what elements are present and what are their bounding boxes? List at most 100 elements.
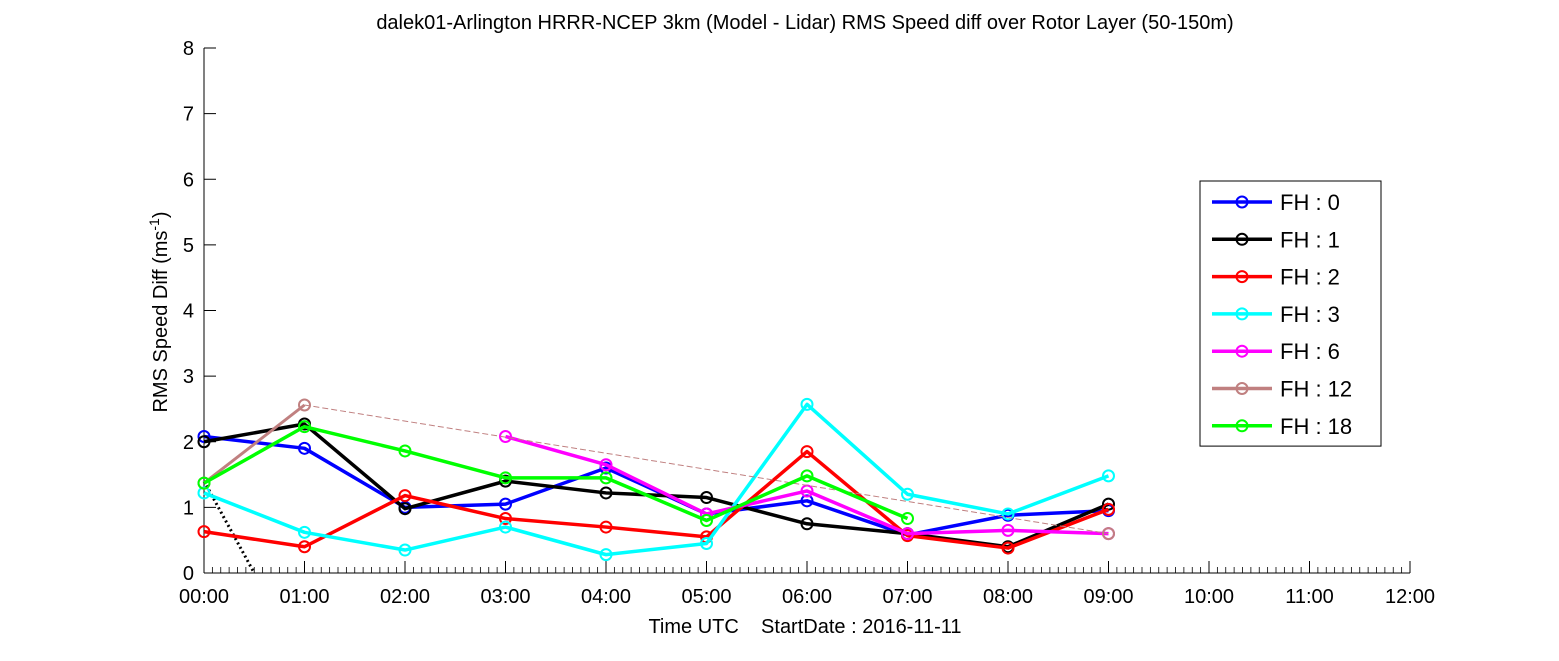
x-tick-label: 06:00 (782, 586, 832, 608)
y-axis-ticks: 0 1 2 3 4 5 6 7 8 (183, 38, 216, 585)
legend-label: FH : 12 (1280, 377, 1352, 402)
x-tick-label: 05:00 (681, 586, 731, 608)
data-point (197, 486, 211, 500)
legend-item: FH : 1 (1212, 227, 1340, 252)
legend-marker (1235, 195, 1249, 209)
legend-label: FH : 1 (1280, 227, 1340, 252)
legend-marker (1235, 419, 1249, 433)
x-axis-label: Time UTC StartDate : 2016-11-11 (648, 616, 961, 638)
series-line (203, 402, 1110, 557)
x-tick-label: 10:00 (1184, 586, 1234, 608)
y-tick-label: 8 (183, 38, 194, 60)
data-point (197, 476, 211, 490)
data-point (599, 486, 613, 500)
series-0 (197, 430, 1115, 542)
data-point (499, 512, 512, 526)
data-point (499, 520, 512, 534)
data-point (398, 502, 412, 516)
y-tick-label: 5 (183, 235, 194, 257)
data-point (398, 444, 412, 458)
data-point (197, 430, 211, 443)
x-tick-label: 12:00 (1385, 586, 1435, 608)
series-6 (197, 420, 914, 527)
data-point (398, 543, 412, 557)
legend-marker (1235, 382, 1249, 395)
data-point (1001, 523, 1015, 537)
data-point (700, 491, 713, 505)
data-point (901, 487, 914, 501)
legend: FH : 0 FH : 1 FH : 2 FH : 3 FH : 6 FH : 12 FH … (1199, 180, 1382, 447)
legend-item: FH : 2 (1212, 265, 1340, 290)
legend-label: FH : 0 (1280, 190, 1340, 215)
data-point (800, 397, 814, 411)
x-tick-label: 08:00 (983, 586, 1033, 608)
series-line (203, 424, 909, 523)
legend-marker (1235, 307, 1249, 321)
y-axis-label-superscript: -1 (146, 218, 162, 231)
data-point (1001, 541, 1015, 555)
series-line (203, 449, 1110, 550)
data-point (599, 458, 613, 472)
y-axis-label-main: RMS Speed Diff (ms (150, 231, 172, 413)
legend-label: FH : 18 (1280, 414, 1352, 439)
chart-title: dalek01-Arlington HRRR-NCEP 3km (Model -… (376, 12, 1233, 34)
x-tick-label: 07:00 (882, 586, 932, 608)
legend-marker (1235, 344, 1249, 358)
data-point (599, 471, 613, 485)
data-point (700, 536, 713, 550)
data-point (901, 512, 914, 526)
y-tick-label: 3 (183, 366, 194, 388)
x-tick-label: 01:00 (279, 586, 329, 608)
x-axis-ticks: 00:00 01:00 02:00 03:00 04:00 05:00 06:00 07:00… (179, 561, 1435, 608)
data-point (1001, 507, 1015, 521)
series-line (203, 434, 1109, 537)
data-point (800, 469, 814, 483)
data-point (1102, 502, 1115, 516)
legend-item: FH : 12 (1212, 377, 1352, 402)
data-point (298, 398, 311, 412)
data-point (599, 548, 613, 562)
legend-item: FH : 6 (1212, 339, 1340, 364)
series-line-gap (304, 404, 1109, 535)
legend-marker (1235, 270, 1249, 284)
data-point (800, 494, 814, 508)
legend-label: FH : 2 (1280, 265, 1340, 290)
y-tick-label: 7 (183, 104, 194, 126)
data-point (298, 441, 311, 455)
series-line (203, 403, 306, 485)
series-lines (197, 397, 1115, 574)
data-point (197, 435, 211, 449)
data-point (499, 471, 512, 485)
x-tick-label: 02:00 (380, 586, 430, 608)
series-5 (197, 398, 1115, 541)
x-tick-label: 11:00 (1285, 586, 1334, 608)
data-point (901, 527, 914, 541)
legend-marker (1235, 232, 1249, 246)
data-point (298, 525, 311, 539)
x-tick-label: 09:00 (1083, 586, 1133, 608)
data-point (800, 517, 814, 531)
data-point (599, 520, 613, 534)
data-point (800, 445, 814, 459)
x-tick-label: 00:00 (179, 586, 229, 608)
y-tick-label: 6 (183, 169, 194, 191)
legend-item: FH : 3 (1212, 302, 1340, 327)
legend-label: FH : 6 (1280, 339, 1340, 364)
data-point (197, 525, 211, 539)
legend-label: FH : 3 (1280, 302, 1340, 327)
y-tick-label: 1 (183, 497, 194, 519)
series-line (505, 434, 1109, 536)
y-tick-label: 2 (183, 432, 194, 454)
y-axis-label-close: ) (150, 211, 172, 218)
data-point (700, 514, 713, 527)
data-point (499, 497, 512, 511)
series-3 (197, 397, 1115, 562)
y-tick-label: 4 (183, 301, 194, 323)
x-tick-label: 04:00 (581, 586, 631, 608)
y-axis-label: RMS Speed Diff (ms-1) (146, 211, 172, 412)
data-point (1102, 527, 1115, 541)
legend-item: FH : 18 (1212, 414, 1352, 439)
data-point (1102, 469, 1115, 483)
